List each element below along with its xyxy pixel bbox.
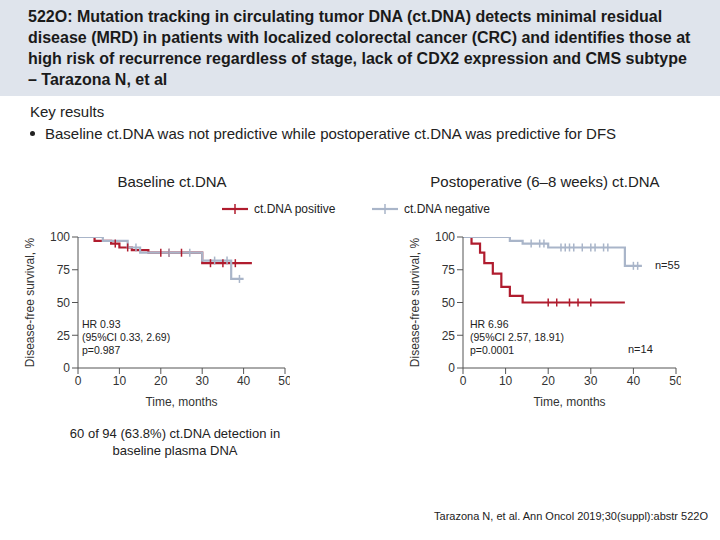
svg-text:50: 50 [57, 296, 71, 310]
svg-text:30: 30 [584, 374, 598, 388]
html-text:Key results: Key results [30, 103, 105, 120]
html-text:60 of 94 (63.8%) ct.DNA detect: 60 of 94 (63.8%) ct.DNA detection in bas… [69, 426, 281, 458]
svg-text:50: 50 [442, 296, 456, 310]
svg-text:20: 20 [154, 374, 168, 388]
svg-text:Time, months: Time, months [533, 395, 605, 409]
svg-text:Time, months: Time, months [145, 395, 217, 409]
svg-text:75: 75 [442, 263, 456, 277]
svg-text:40: 40 [237, 374, 251, 388]
html-text:(95%CI 2.57, 18.91): (95%CI 2.57, 18.91) [470, 331, 564, 343]
html-text:HR 6.96: HR 6.96 [470, 318, 509, 330]
svg-text:25: 25 [442, 329, 456, 343]
svg-text:Disease-free survival, %: Disease-free survival, % [23, 237, 37, 367]
svg-text:30: 30 [196, 374, 210, 388]
html-text:n=55: n=55 [655, 259, 680, 271]
svg-text:75: 75 [57, 263, 71, 277]
html-text:522O: Mutation tracking in cir: 522O: Mutation tracking in circulating t… [28, 8, 691, 88]
svg-text:50: 50 [278, 374, 290, 388]
html-text:Baseline ct.DNA was not predic: Baseline ct.DNA was not predictive while… [45, 125, 617, 142]
svg-text:50: 50 [669, 374, 681, 388]
svg-text:0: 0 [75, 374, 82, 388]
html-text:Baseline ct.DNA: Baseline ct.DNA [117, 173, 227, 190]
svg-text:20: 20 [542, 374, 556, 388]
html-text:Tarazona N, et al. Ann Oncol 2: Tarazona N, et al. Ann Oncol 2019;30(sup… [434, 510, 708, 522]
svg-text:0: 0 [63, 361, 70, 375]
svg-text:25: 25 [57, 329, 71, 343]
svg-text:0: 0 [460, 374, 467, 388]
svg-text:100: 100 [50, 230, 70, 244]
svg-text:0: 0 [448, 361, 455, 375]
html-text:p=0.987: p=0.987 [82, 344, 121, 356]
svg-text:100: 100 [435, 230, 455, 244]
html-text:n=14: n=14 [628, 343, 653, 355]
html-text:HR 0.93: HR 0.93 [82, 318, 121, 330]
html-text:Postoperative (6–8 weeks) ct.D: Postoperative (6–8 weeks) ct.DNA [430, 173, 660, 190]
html-text:(95%CI 0.33, 2.69): (95%CI 0.33, 2.69) [82, 331, 171, 343]
svg-text:Disease-free survival, %: Disease-free survival, % [408, 237, 422, 367]
svg-text:10: 10 [113, 374, 127, 388]
svg-text:10: 10 [499, 374, 513, 388]
html-text:ct.DNA positive: ct.DNA positive [254, 202, 336, 216]
html-text:p=0.0001: p=0.0001 [470, 344, 515, 356]
svg-text:40: 40 [627, 374, 641, 388]
html-text:ct.DNA negative: ct.DNA negative [404, 202, 490, 216]
